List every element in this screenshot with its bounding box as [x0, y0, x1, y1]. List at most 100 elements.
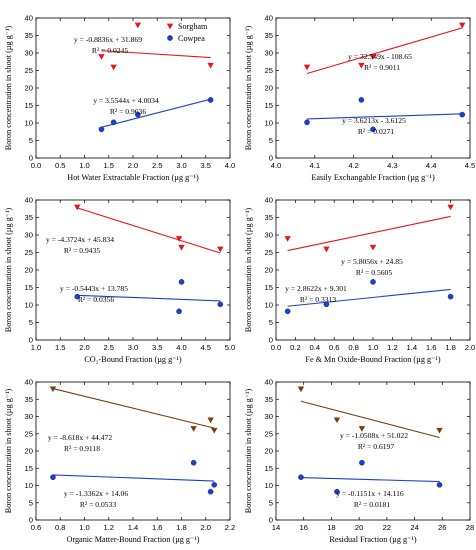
data-point [304, 119, 310, 126]
y-tick-label: 25 [25, 66, 33, 75]
x-tick-label: 3.0 [128, 343, 139, 352]
r-squared-label: R² = 0.0181 [354, 500, 391, 509]
y-tick-label: 15 [25, 283, 33, 292]
x-tick-label: 0.6 [31, 523, 42, 532]
data-point [298, 474, 304, 481]
data-point [211, 427, 218, 434]
y-tick-label: 5 [29, 498, 33, 507]
series-sorgham: y = 32.549x - 108.65 R² = 0.9011 [303, 22, 466, 75]
y-tick-label: 35 [25, 31, 33, 40]
data-point [176, 308, 182, 315]
x-tick-label: 0.4 [310, 343, 321, 352]
chart-panel-1: 0.0 0.5 1.0 1.5 2.0 2.5 3.0 3.5 4.0 0 5 10 15 20 25 30 3… [4, 14, 235, 182]
x-tick-label: 1.0 [79, 161, 90, 170]
y-tick-label: 0 [269, 336, 273, 345]
x-tick-label: 5.0 [225, 343, 236, 352]
chart-panel-3: 1.0 1.5 2.0 2.5 3.0 3.5 4.0 4.5 5.0 0 5 10 15 20 25 30 3… [4, 196, 235, 364]
r-squared-label: R² = 0.0245 [92, 46, 129, 55]
data-point [178, 244, 185, 251]
y-tick-label: 5 [269, 318, 273, 327]
y-tick-label: 40 [25, 196, 33, 205]
data-point [207, 417, 214, 424]
x-tick-label: 16 [299, 523, 307, 532]
data-point [323, 246, 330, 253]
r-squared-label: R² = 0.9011 [364, 63, 400, 72]
trend-line [52, 388, 215, 429]
regression-equation: y = -1.0508x + 51.022 [340, 431, 408, 440]
regression-equation: y = 5.8056x + 24.85 [341, 257, 403, 266]
y-tick-label: 15 [265, 283, 273, 292]
data-point [49, 386, 57, 393]
y-tick-label: 20 [25, 84, 33, 93]
x-tick-label: 1.0 [31, 343, 42, 352]
r-squared-label: R² = 0.6197 [358, 442, 395, 451]
y-tick-label: 30 [25, 231, 33, 240]
x-tick-label: 2.0 [200, 523, 211, 532]
data-point [135, 111, 141, 118]
y-tick-label: 10 [265, 119, 273, 128]
regression-equation: y = -1.3362x + 14.06 [64, 489, 128, 498]
trend-line [52, 474, 215, 482]
r-squared-label: R² = 0.5605 [356, 268, 393, 277]
trend-line [287, 288, 451, 307]
y-axis-label: Boron concentration in shoot (µg g⁻¹) [4, 207, 13, 332]
y-axis-label: Boron concentration in shoot (µg g⁻¹) [4, 388, 13, 513]
x-tick-label: 4.5 [200, 343, 211, 352]
x-axis-label: Organic Matter-Bound Fraction (µg g⁻¹) [66, 535, 199, 544]
data-point [358, 426, 366, 432]
data-point [207, 488, 214, 495]
y-tick-label: 30 [25, 412, 33, 421]
regression-equation: y = 32.549x - 108.65 [348, 52, 412, 61]
x-axis-label: Fe & Mn Oxide-Bound Fraction (µg g⁻¹) [305, 355, 440, 364]
y-tick-label: 25 [265, 66, 273, 75]
legend-label-sorgham: Sorgham [178, 22, 208, 31]
trend-line [77, 207, 221, 254]
data-point [190, 426, 197, 432]
x-tick-label: 0.8 [55, 523, 66, 532]
y-tick-label: 30 [265, 49, 273, 58]
data-point [207, 97, 214, 103]
x-tick-label: 2.5 [103, 343, 114, 352]
data-point [190, 459, 197, 466]
data-point [323, 301, 330, 308]
x-tick-label: 1.2 [387, 343, 398, 352]
x-tick-label: 1.2 [103, 523, 114, 532]
data-point [110, 64, 117, 71]
plot-frame [275, 17, 471, 159]
x-tick-label: 4.4 [426, 161, 437, 170]
x-tick-label: 1.6 [152, 523, 163, 532]
x-tick-label: 1.5 [55, 343, 66, 352]
x-axis-label: CO₂-Bound Fraction (µg g⁻¹) [84, 355, 182, 364]
x-tick-label: 3.5 [152, 343, 163, 352]
y-tick-label: 25 [25, 248, 33, 257]
r-squared-label: R² = 0.0533 [80, 500, 117, 509]
y-tick-label: 20 [25, 447, 33, 456]
data-point [110, 119, 117, 126]
x-tick-label: 20 [355, 523, 363, 532]
x-tick-label: 1.6 [426, 343, 437, 352]
x-tick-label: 1.4 [407, 343, 418, 352]
data-point [359, 459, 365, 466]
series-cowpea: y = 3.6213x - 3.6125 R² = 0.0271 [304, 97, 466, 136]
trend-line [306, 27, 463, 75]
y-tick-label: 0 [269, 154, 273, 163]
x-axis-label: Residual Fraction (µg g⁻¹) [329, 535, 416, 544]
data-point [303, 64, 311, 71]
series-cowpea: y = 2.8622x + 9.301 R² = 0.3313 [284, 279, 454, 315]
y-tick-label: 35 [265, 213, 273, 222]
x-tick-label: 22 [383, 523, 391, 532]
x-axis-label: Hot Water Extractable Fraction (µg g⁻¹) [67, 173, 199, 182]
r-squared-label: R² = 0.0356 [78, 295, 115, 304]
series-sorgham: y = -8.618x + 44.472 R² = 0.9118 [48, 386, 218, 453]
y-tick-label: 5 [29, 136, 33, 145]
x-tick-label: 0.0 [271, 343, 282, 352]
data-point [217, 301, 224, 308]
data-point [284, 236, 291, 242]
x-tick-label: 2.5 [152, 161, 163, 170]
y-tick-label: 15 [25, 101, 33, 110]
regression-equation: y = 3.5544x + 4.0034 [93, 96, 159, 105]
y-tick-label: 30 [265, 231, 273, 240]
x-tick-label: 1.4 [128, 523, 139, 532]
y-tick-label: 40 [265, 196, 273, 205]
y-tick-label: 35 [25, 213, 33, 222]
